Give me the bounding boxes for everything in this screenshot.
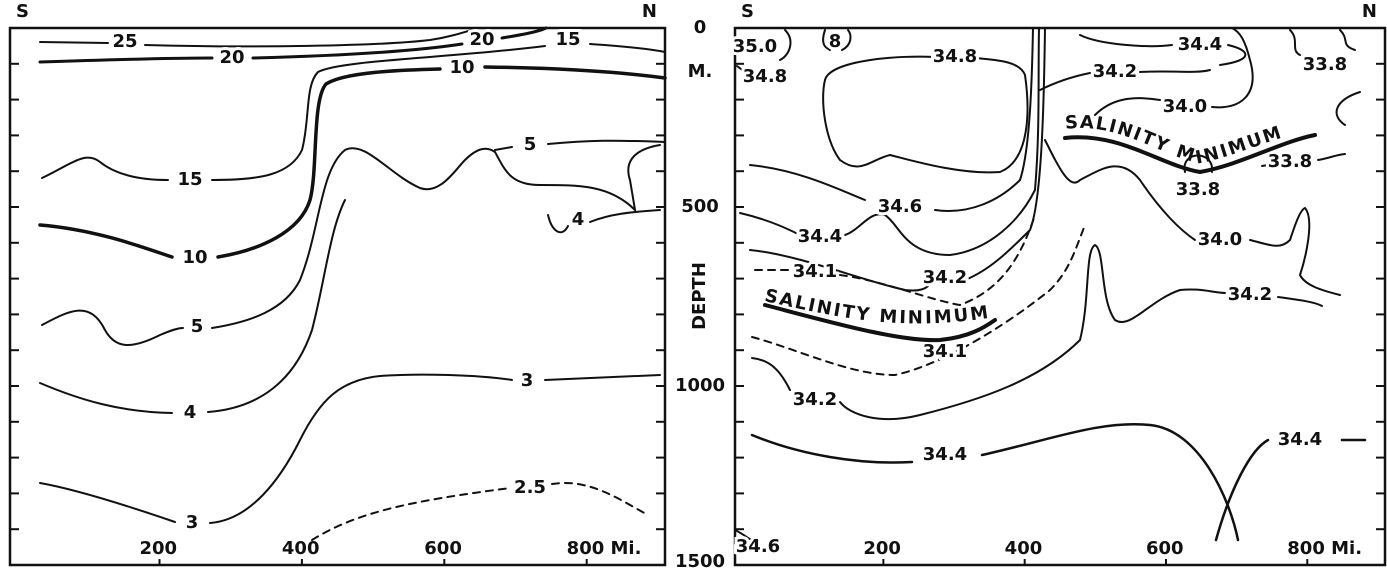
x-tick-label: 200 [140, 538, 178, 559]
contour-label: 2.5 [514, 477, 546, 498]
contour-line [41, 144, 661, 347]
contour-label: 34.4 [1278, 429, 1322, 450]
contour-label: 34.0 [1198, 229, 1242, 250]
contour-line [1289, 29, 1356, 56]
contour-line [1261, 91, 1361, 167]
annotation-text: SALINITY MINIMUM [763, 285, 990, 328]
contour-label: 10 [449, 57, 474, 78]
contour-line [39, 199, 346, 414]
contour-label: 34.2 [1228, 284, 1272, 305]
x-tick-label: 200 [863, 538, 901, 559]
y-tick-label: 1000 [675, 375, 725, 396]
contour-line [311, 482, 649, 541]
contour-line [822, 29, 852, 51]
contour-label: 5 [524, 134, 537, 155]
contour-label: 34.2 [1093, 61, 1137, 82]
contour-label: 34.4 [1178, 34, 1222, 55]
x-tick-label: 400 [282, 538, 320, 559]
contour-line [38, 26, 548, 64]
contour-label: 15 [177, 169, 202, 190]
contour-label: 34.8 [933, 46, 977, 67]
contour-label: 34.6 [878, 196, 922, 217]
left-panel-frame [8, 26, 667, 567]
contour-label: 34.4 [923, 444, 967, 465]
contour-label: 34.0 [1163, 96, 1207, 117]
side-label-north: N [642, 1, 657, 22]
contour-line [39, 27, 479, 48]
contour-line [822, 55, 1029, 174]
contour-line [749, 27, 1046, 292]
contour-label: 5 [191, 316, 204, 337]
contour-label: 10 [182, 247, 207, 268]
x-tick-label: 600 [1146, 538, 1184, 559]
y-tick-label: 500 [681, 196, 719, 217]
contour-label: 34.8 [743, 66, 787, 87]
contour-label: 20 [219, 47, 244, 68]
contour-line [1079, 34, 1247, 66]
x-tick-label: 400 [1005, 538, 1043, 559]
side-label-north: N [1362, 1, 1377, 22]
contour-line [1094, 27, 1254, 116]
y-axis-title: DEPTH [689, 262, 710, 330]
contour-label: 34.2 [793, 389, 837, 410]
contour-line [734, 529, 753, 541]
contour-label: 34.1 [923, 341, 967, 362]
side-label-south: S [16, 1, 29, 22]
contour-label: 3 [521, 370, 534, 391]
contour-label: 25 [112, 31, 137, 52]
contour-label: 4 [184, 402, 197, 423]
contour-label: 33.8 [1268, 151, 1312, 172]
contour-line [749, 27, 1034, 212]
contour-line [547, 209, 661, 234]
contour-label: 3 [186, 512, 199, 533]
x-tick-label: 600 [424, 538, 462, 559]
contour-label: 34.1 [793, 261, 837, 282]
contour-line [736, 65, 749, 75]
contour-label: 8 [829, 31, 842, 52]
y-unit: M. [688, 61, 713, 82]
salinity-minimum-line [763, 303, 997, 343]
contour-label: 33.8 [1303, 54, 1347, 75]
contour-label: 15 [555, 29, 580, 50]
contour-line [739, 27, 1040, 257]
contour-line [751, 243, 1323, 421]
contour-label: 20 [469, 29, 494, 50]
contour-label: 34.6 [736, 536, 780, 557]
salinity-minimum-line [1063, 133, 1317, 175]
right-panel-frame [733, 26, 1387, 567]
side-label-south: S [741, 1, 754, 22]
contour-line [1039, 69, 1211, 91]
contour-line [39, 373, 661, 524]
contour-line [1214, 438, 1367, 542]
contour-label: 4 [572, 209, 585, 230]
x-tick-label: 800 Mi. [567, 538, 642, 559]
contour-line [1044, 139, 1341, 296]
contour-label: 35.0 [733, 36, 777, 57]
contour-line [779, 29, 792, 61]
contour-line [41, 43, 666, 181]
contour-label: 34.2 [923, 267, 967, 288]
y-tick-label: 0 [694, 17, 707, 38]
contour-line [751, 224, 1086, 377]
contour-label: 33.8 [1176, 179, 1220, 200]
contour-line [494, 139, 666, 151]
contour-line [38, 65, 667, 259]
contour-line [754, 214, 1036, 307]
x-tick-label: 800 Mi. [1287, 538, 1362, 559]
annotation: SALINITY MINIMUM [763, 285, 992, 328]
y-tick-label: 1500 [675, 551, 725, 572]
contour-line [750, 423, 1240, 542]
contour-label: 34.4 [798, 226, 842, 247]
